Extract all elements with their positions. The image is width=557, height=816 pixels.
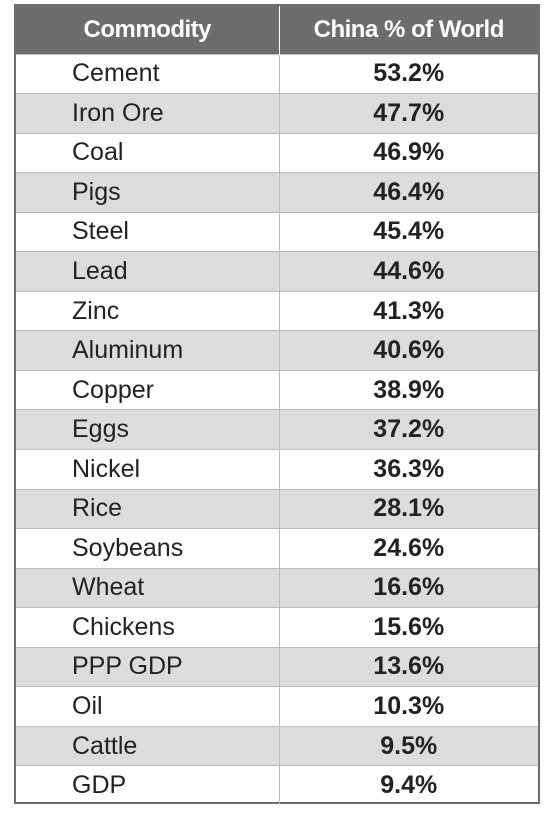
table-row: Pigs 46.4% xyxy=(16,172,538,213)
china-share-cell: 24.6% xyxy=(279,528,538,569)
china-share-cell: 16.6% xyxy=(279,567,538,608)
commodity-name-cell: Nickel xyxy=(16,448,280,490)
commodity-name-cell: Zinc xyxy=(16,290,280,331)
commodity-name-cell: Iron Ore xyxy=(16,93,280,134)
commodity-share-table: Commodity China % of World Cement 53.2% Ir… xyxy=(16,6,538,806)
table-row: Rice 28.1% xyxy=(16,488,538,529)
column-header-commodity: Commodity xyxy=(16,6,280,54)
commodity-table: Commodity China % of World Cement 53.2% Ir… xyxy=(14,4,540,806)
table-row: PPP GDP 13.6% xyxy=(16,646,538,687)
commodity-name-cell: Aluminum xyxy=(16,330,280,371)
commodity-name-cell: Eggs xyxy=(16,409,280,450)
china-share-cell: 36.3% xyxy=(279,448,538,490)
table-row: Steel 45.4% xyxy=(16,211,538,252)
china-share-cell: 53.2% xyxy=(279,53,538,94)
table-row: Cattle 9.5% xyxy=(16,725,538,766)
commodity-name-cell: Oil xyxy=(16,686,280,727)
table-row: Cement 53.2% xyxy=(16,53,538,94)
commodity-name-cell: Cattle xyxy=(16,725,280,766)
commodity-name-cell: Wheat xyxy=(16,567,280,608)
column-header-china-share: China % of World xyxy=(313,15,505,43)
table-row: Copper 38.9% xyxy=(16,369,538,410)
commodity-name-cell: Coal xyxy=(16,132,280,173)
commodity-name-cell: Cement xyxy=(16,53,280,94)
commodity-name-cell: Soybeans xyxy=(16,528,280,569)
commodity-name-cell: PPP GDP xyxy=(16,646,280,687)
china-share-cell: 41.3% xyxy=(279,290,538,331)
table-row: Iron Ore 47.7% xyxy=(16,93,538,134)
china-share-cell: 13.6% xyxy=(279,646,538,687)
china-share-cell: 9.5% xyxy=(279,725,538,766)
china-share-cell: 47.7% xyxy=(279,93,538,134)
table-row: Oil 10.3% xyxy=(16,686,538,727)
china-share-cell: 46.9% xyxy=(279,132,538,173)
table-row: Wheat 16.6% xyxy=(16,567,538,608)
commodity-name-cell: Steel xyxy=(16,211,280,252)
china-share-cell: 40.6% xyxy=(279,330,538,371)
china-share-cell: 10.3% xyxy=(279,686,538,727)
china-share-cell: 45.4% xyxy=(279,211,538,252)
table-header: Commodity China % of World xyxy=(16,6,538,54)
table-row: Zinc 41.3% xyxy=(16,290,538,331)
table-row: Eggs 37.2% xyxy=(16,409,538,450)
table-row: Coal 46.9% xyxy=(16,132,538,173)
commodity-name-cell: Lead xyxy=(16,251,280,292)
table-body: Cement 53.2% Iron Ore 47.7% Coal 46.9% Pigs 46.… xyxy=(16,53,538,806)
commodity-name-cell: Pigs xyxy=(16,172,280,213)
china-share-cell: 15.6% xyxy=(279,607,538,648)
table-row: GDP 9.4% xyxy=(16,765,538,806)
table-row: Aluminum 40.6% xyxy=(16,330,538,371)
china-share-cell: 37.2% xyxy=(279,409,538,450)
table-row: Chickens 15.6% xyxy=(16,607,538,648)
commodity-name-cell: GDP xyxy=(16,765,280,806)
china-share-cell: 46.4% xyxy=(279,172,538,213)
china-share-cell: 38.9% xyxy=(279,369,538,410)
commodity-name-cell: Rice xyxy=(16,488,280,529)
china-share-cell: 9.4% xyxy=(279,765,538,806)
table-row: Soybeans 24.6% xyxy=(16,528,538,569)
commodity-name-cell: Chickens xyxy=(16,607,280,648)
table-row: Nickel 36.3% xyxy=(16,448,538,490)
table-row: Lead 44.6% xyxy=(16,251,538,292)
header-row: Commodity China % of World xyxy=(16,6,538,54)
china-share-cell: 44.6% xyxy=(279,251,538,292)
commodity-name-cell: Copper xyxy=(16,369,280,410)
china-share-cell: 28.1% xyxy=(279,488,538,529)
